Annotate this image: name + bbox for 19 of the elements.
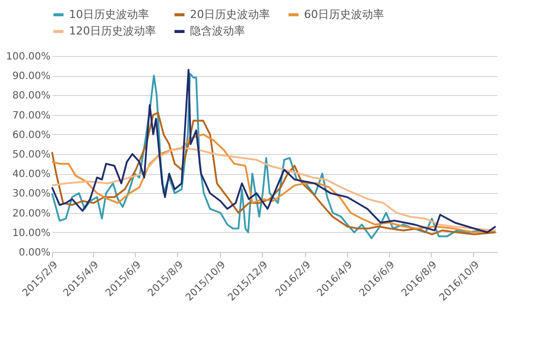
legend-label: 10日历史波动率: [69, 8, 149, 21]
legend-label: 60日历史波动率: [304, 8, 384, 21]
y-tick-label: 100.00%: [6, 52, 50, 62]
y-tick-label: 40.00%: [12, 169, 50, 180]
legend-label: 120日历史波动率: [69, 24, 156, 38]
line-series: [51, 147, 497, 232]
line-series: [51, 134, 497, 234]
legend-label: 隐含波动率: [190, 24, 245, 38]
legend-label: 20日历史波动率: [190, 8, 270, 21]
y-tick-label: 10.00%: [12, 228, 50, 239]
y-tick-label: 50.00%: [12, 150, 50, 160]
y-tick-label: 60.00%: [12, 130, 50, 141]
y-tick-label: 0.00%: [18, 248, 50, 258]
line-series: [51, 112, 497, 236]
y-tick-label: 70.00%: [12, 110, 50, 122]
y-tick-label: 30.00%: [12, 188, 50, 200]
y-tick-label: 90.00%: [12, 71, 50, 82]
y-tick-label: 20.00%: [12, 208, 50, 220]
y-tick-label: 80.00%: [12, 90, 50, 102]
